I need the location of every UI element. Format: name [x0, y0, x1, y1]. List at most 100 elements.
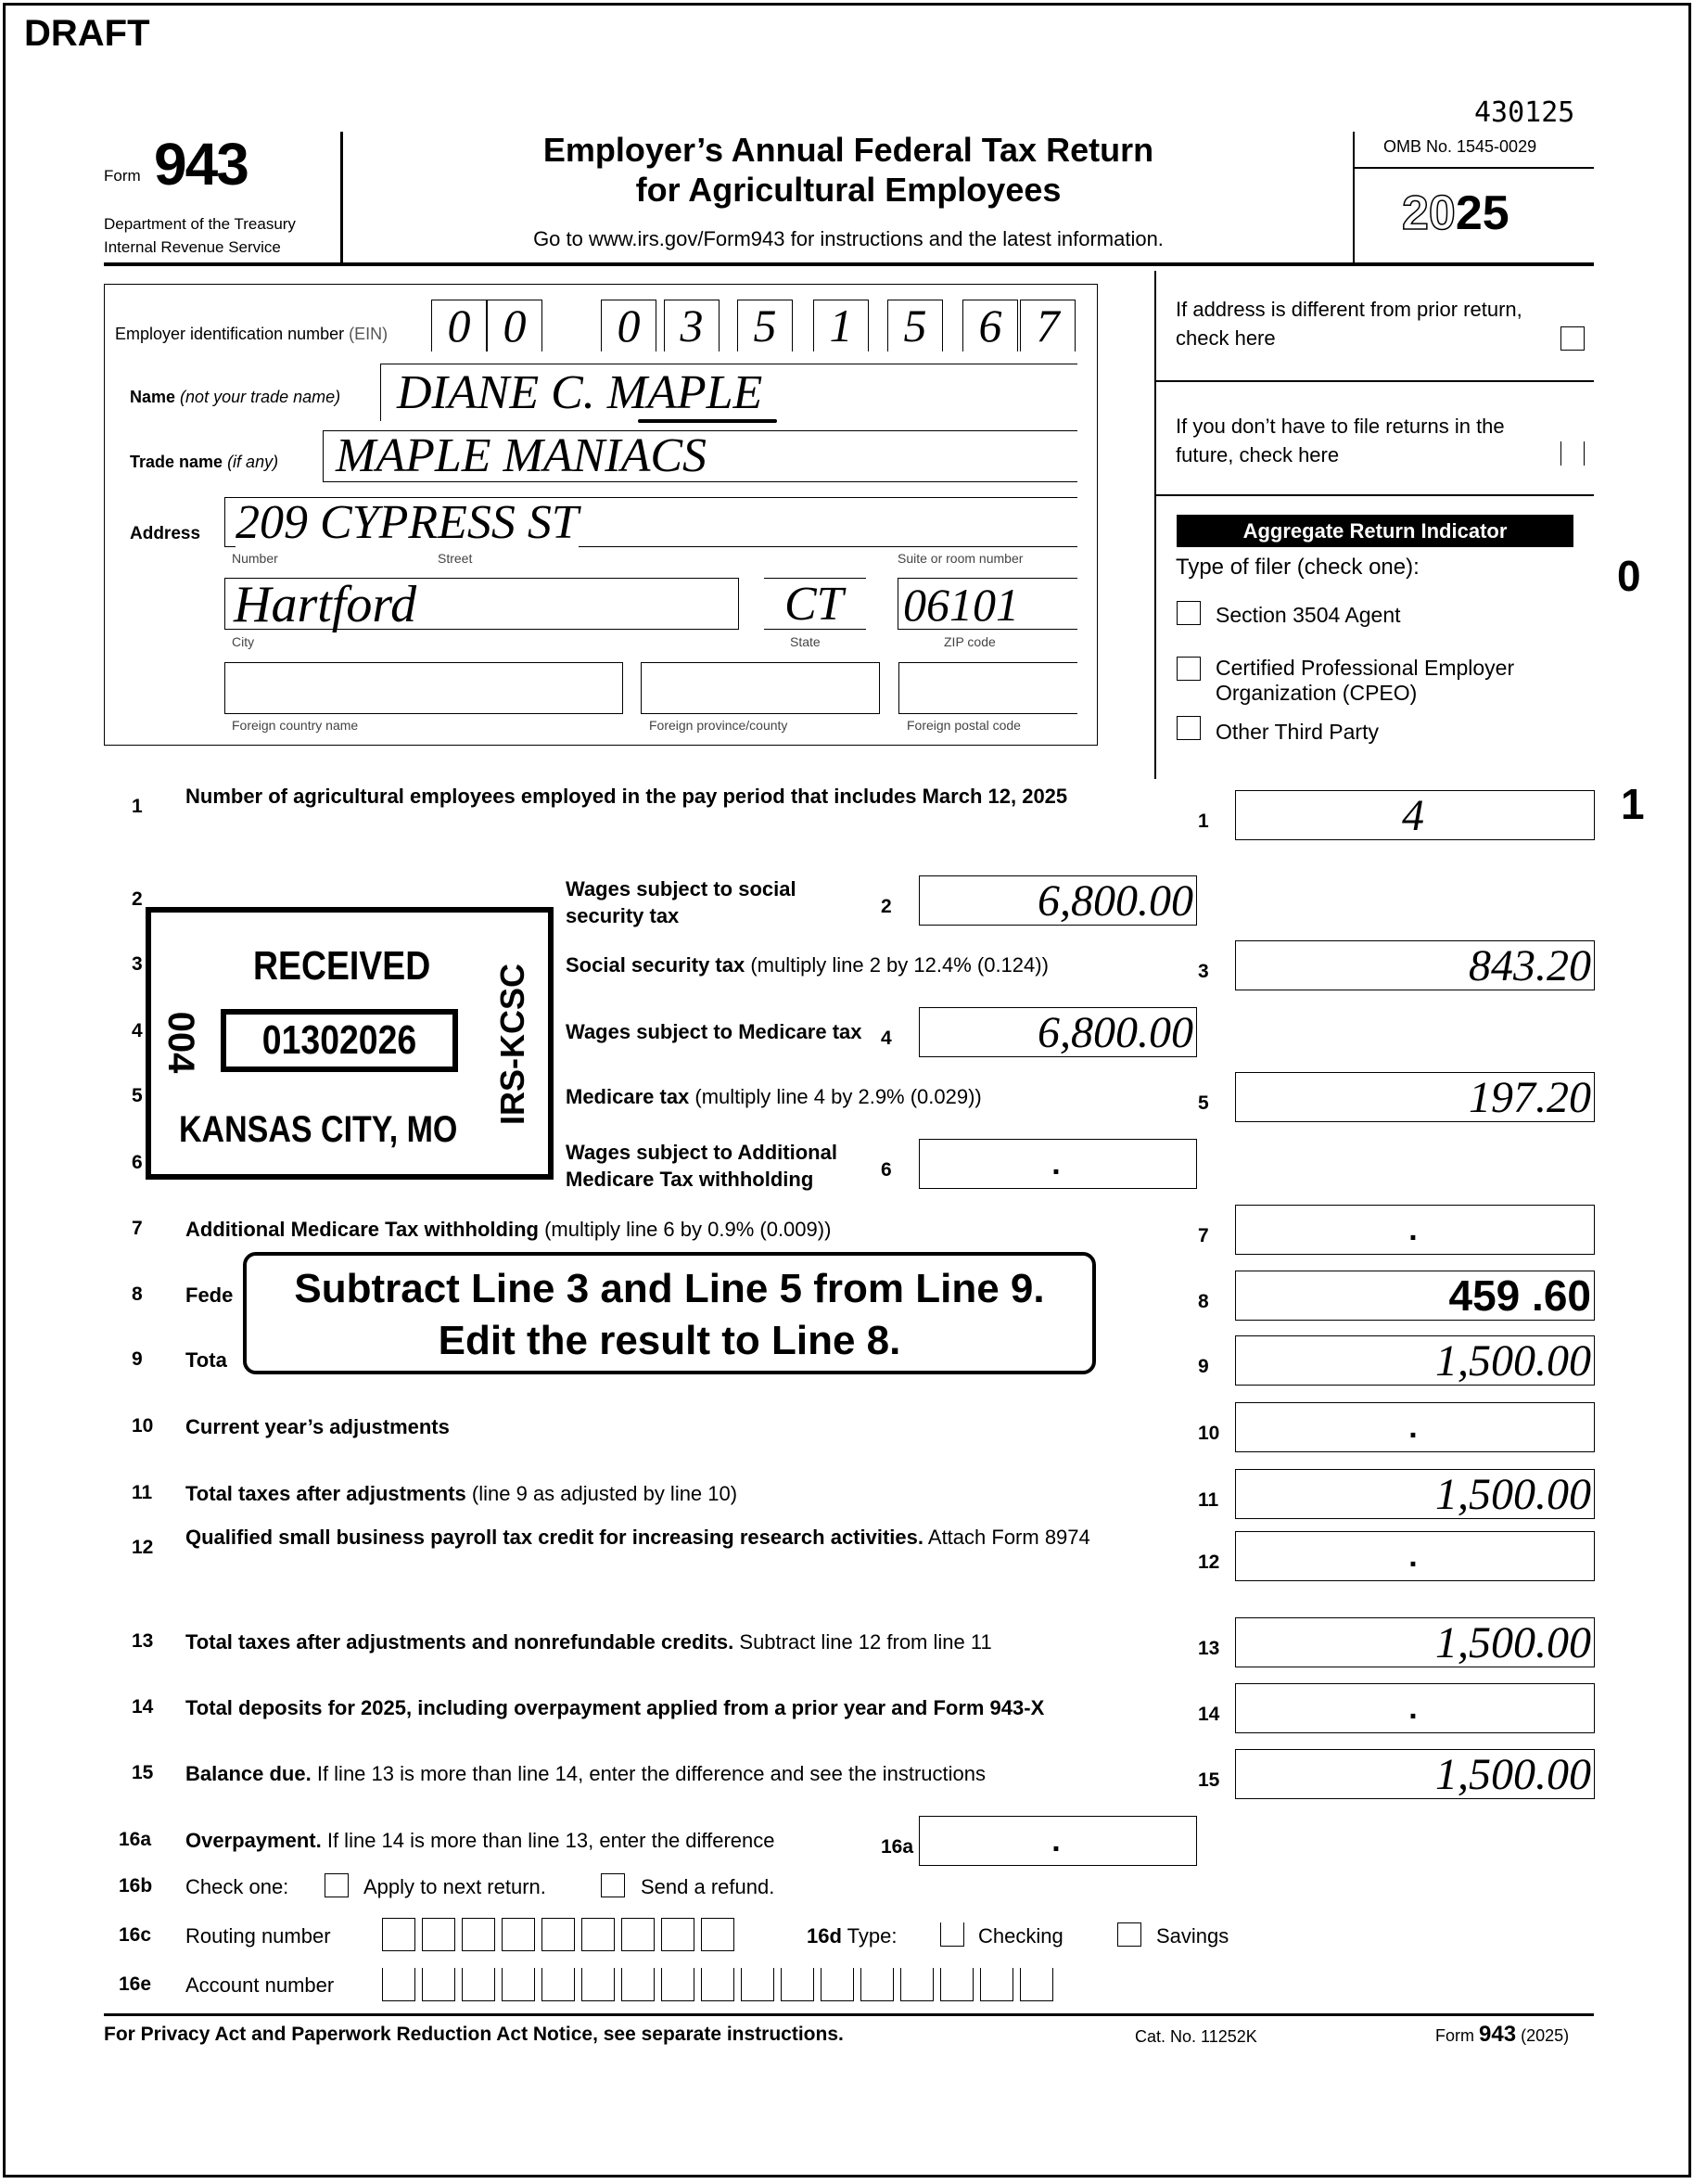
line-1-amount-field[interactable]: [1235, 790, 1595, 840]
line-ref-number: 11: [1198, 1489, 1219, 1511]
zip-field[interactable]: [898, 578, 1077, 630]
line-text: Number of agricultural employees employe…: [185, 785, 1068, 808]
account-digit-box[interactable]: [821, 1968, 854, 2001]
line-6-amount-field[interactable]: [919, 1139, 1197, 1189]
line-ref-number: 1: [1198, 811, 1209, 832]
name-field[interactable]: [380, 364, 1077, 421]
street-field[interactable]: [224, 497, 1077, 547]
line-text: Balance due. If line 13 is more than lin…: [185, 1762, 986, 1785]
account-digit-box[interactable]: [781, 1968, 814, 2001]
section-3504-checkbox[interactable]: [1177, 601, 1201, 625]
cpeo-checkbox[interactable]: [1177, 657, 1201, 681]
account-digit-box[interactable]: [1020, 1968, 1053, 2001]
line-14-amount-field[interactable]: [1235, 1683, 1595, 1733]
savings-checkbox[interactable]: [1117, 1922, 1141, 1947]
ein-digit-box[interactable]: [664, 300, 720, 351]
line-4-amount-field[interactable]: [919, 1007, 1197, 1057]
routing-digit-box[interactable]: [502, 1918, 535, 1951]
foreign-postal-field[interactable]: [898, 662, 1077, 714]
ein-digit-box[interactable]: [431, 300, 487, 351]
line-11-amount-field[interactable]: [1235, 1469, 1595, 1519]
routing-digit-box[interactable]: [462, 1918, 495, 1951]
omb-line: [1355, 167, 1594, 169]
routing-digit-box[interactable]: [382, 1918, 415, 1951]
line-number: 6: [132, 1152, 143, 1173]
account-digit-box[interactable]: [900, 1968, 934, 2001]
line-number: 8: [132, 1284, 143, 1305]
line-text: Medicare tax (multiply line 4 by 2.9% (0…: [566, 1085, 982, 1108]
account-digit-box[interactable]: [940, 1968, 974, 2001]
line-13-amount-field[interactable]: [1235, 1617, 1595, 1667]
line-number: 12: [132, 1537, 154, 1558]
account-digit-box[interactable]: [661, 1968, 694, 2001]
no-file-checkbox[interactable]: [1560, 441, 1585, 466]
ein-digit-box[interactable]: [737, 300, 793, 351]
account-digit-box[interactable]: [541, 1968, 575, 2001]
other-third-party-checkbox[interactable]: [1177, 716, 1201, 740]
ein-digit-box[interactable]: [601, 300, 656, 351]
line-2-amount-field[interactable]: [919, 875, 1197, 926]
account-digit-box[interactable]: [502, 1968, 535, 2001]
routing-digit-box[interactable]: [621, 1918, 655, 1951]
account-digit-box[interactable]: [860, 1968, 894, 2001]
ein-digit-box[interactable]: [487, 300, 542, 351]
account-digit-box[interactable]: [382, 1968, 415, 2001]
line-text: Tota: [185, 1348, 227, 1372]
account-digit-box[interactable]: [581, 1968, 615, 2001]
line-number: 16a: [119, 1829, 152, 1850]
ein-digit: 7: [1036, 300, 1060, 351]
account-digit-box[interactable]: [741, 1968, 774, 2001]
routing-digit-box[interactable]: [422, 1918, 455, 1951]
line-12-amount-field[interactable]: [1235, 1531, 1595, 1581]
ein-digit: 0: [503, 300, 527, 351]
line-5-amount-field[interactable]: [1235, 1072, 1595, 1122]
account-digit-box[interactable]: [980, 1968, 1013, 2001]
foreign-province-field[interactable]: [641, 662, 880, 714]
foreign-country-field[interactable]: [224, 662, 623, 714]
line-9-amount-field[interactable]: [1235, 1335, 1595, 1386]
city-field[interactable]: [224, 578, 739, 630]
ein-digit-box[interactable]: [962, 300, 1018, 351]
state-field[interactable]: [764, 578, 866, 630]
employer-info-box: [104, 284, 1098, 746]
account-digit-box[interactable]: [462, 1968, 495, 2001]
line-15-amount: 1,500.00: [1435, 1750, 1591, 1799]
line-4-amount: 6,800.00: [1038, 1008, 1193, 1057]
foreign-postal-caption: Foreign postal code: [907, 718, 1021, 733]
account-digit-box[interactable]: [621, 1968, 655, 2001]
apply-next-return-checkbox[interactable]: [325, 1873, 349, 1897]
line-number: 14: [132, 1696, 154, 1718]
account-digit-box[interactable]: [701, 1968, 734, 2001]
irs: Internal Revenue Service: [104, 238, 281, 256]
line-8-amount-field[interactable]: [1235, 1271, 1595, 1321]
routing-digit-box[interactable]: [581, 1918, 615, 1951]
street-value: 209 CYPRESS ST: [236, 496, 579, 549]
side-rule-1: [1155, 380, 1594, 382]
line-15-amount-field[interactable]: [1235, 1749, 1595, 1799]
line-6-amount: .: [1051, 1146, 1061, 1181]
routing-digit-box[interactable]: [701, 1918, 734, 1951]
account-digit-box[interactable]: [422, 1968, 455, 2001]
line-3-amount-field[interactable]: [1235, 940, 1595, 990]
address-change-checkbox[interactable]: [1560, 326, 1585, 351]
line-text: Qualified small business payroll tax cre…: [185, 1526, 1090, 1549]
checking-checkbox[interactable]: [940, 1922, 964, 1947]
line-7-amount-field[interactable]: [1235, 1205, 1595, 1255]
ein-digit-box[interactable]: [1020, 300, 1076, 351]
routing-digit-box[interactable]: [661, 1918, 694, 1951]
ein-digit-box[interactable]: [887, 300, 943, 351]
line-16a-amount-field[interactable]: [919, 1816, 1197, 1866]
line-ref-number: 8: [1198, 1291, 1209, 1312]
suite-caption: Suite or room number: [898, 551, 1024, 566]
line-16b-number: 16b: [119, 1875, 153, 1897]
send-refund-checkbox[interactable]: [601, 1873, 625, 1897]
trade-name-field[interactable]: [323, 430, 1077, 482]
routing-digit-box[interactable]: [541, 1918, 575, 1951]
line-ref-number: 4: [881, 1028, 892, 1049]
line-10-amount-field[interactable]: [1235, 1402, 1595, 1452]
ein-digit-box[interactable]: [813, 300, 869, 351]
side-rule-2: [1155, 494, 1594, 496]
goto-link[interactable]: Go to www.irs.gov/Form943 for instructio…: [533, 227, 1164, 250]
line-number: 10: [132, 1415, 154, 1437]
send-refund-label: Send a refund.: [641, 1875, 775, 1898]
